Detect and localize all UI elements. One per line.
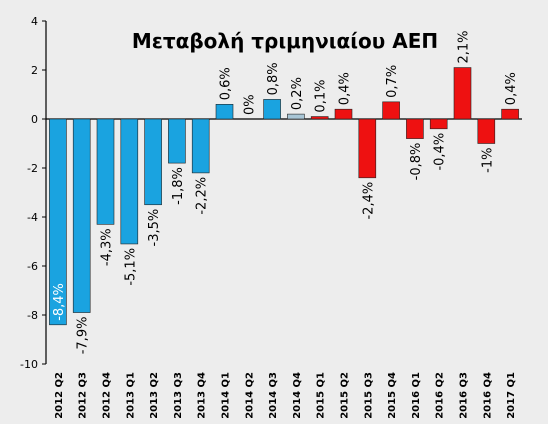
x-tick-label: 2012 Q2 bbox=[54, 372, 65, 419]
data-label: -0,8% bbox=[409, 143, 424, 181]
bar bbox=[49, 118, 67, 326]
y-tick-label: 2 bbox=[31, 64, 38, 77]
data-label: 0,4% bbox=[338, 72, 353, 105]
x-tick-label: 2015 Q4 bbox=[387, 372, 398, 419]
x-tick-label: 2013 Q2 bbox=[149, 372, 160, 419]
x-tick-label: 2016 Q3 bbox=[459, 372, 470, 419]
data-label: 0,7% bbox=[385, 65, 400, 98]
bar bbox=[429, 118, 448, 130]
x-tick-label: 2015 Q1 bbox=[316, 372, 327, 419]
x-tick-label: 2016 Q1 bbox=[411, 372, 422, 419]
data-label: -1% bbox=[480, 148, 495, 173]
data-label: 0,1% bbox=[314, 80, 329, 113]
x-tick-label: 2013 Q1 bbox=[125, 372, 136, 419]
data-label: -0,4% bbox=[433, 133, 448, 171]
bar bbox=[191, 118, 210, 174]
y-tick-label: -2 bbox=[27, 162, 38, 175]
bar bbox=[144, 118, 162, 206]
data-label: -7,9% bbox=[76, 317, 91, 355]
data-label: 0,2% bbox=[290, 77, 305, 110]
x-tick-label: 2014 Q4 bbox=[292, 372, 303, 419]
y-tick-label: 0 bbox=[31, 113, 38, 126]
bar bbox=[334, 108, 353, 120]
bar bbox=[120, 118, 139, 245]
y-tick-label: -10 bbox=[20, 358, 38, 371]
bar bbox=[453, 67, 472, 120]
bar bbox=[382, 101, 400, 120]
data-label: -2,2% bbox=[195, 177, 210, 215]
x-tick-label: 2013 Q4 bbox=[197, 372, 208, 419]
y-tick-label: -8 bbox=[27, 309, 38, 322]
data-label: -5,1% bbox=[123, 248, 138, 286]
data-label: -1,8% bbox=[171, 167, 186, 205]
data-label: -8,4% bbox=[52, 283, 67, 321]
bar bbox=[310, 116, 329, 120]
data-label: -4,3% bbox=[100, 228, 115, 266]
bar bbox=[358, 118, 377, 179]
bar bbox=[168, 118, 186, 164]
y-tick-label: -4 bbox=[27, 211, 38, 224]
x-tick-label: 2014 Q3 bbox=[268, 372, 279, 419]
data-label: -2,4% bbox=[361, 182, 376, 220]
x-tick-label: 2012 Q3 bbox=[78, 372, 89, 419]
x-tick-label: 2013 Q3 bbox=[173, 372, 184, 419]
data-label: 0,6% bbox=[219, 67, 234, 100]
bar bbox=[215, 104, 234, 120]
bar bbox=[263, 99, 281, 120]
x-tick-label: 2016 Q2 bbox=[435, 372, 446, 419]
data-label: 0% bbox=[242, 94, 257, 115]
data-label: 0,4% bbox=[504, 72, 519, 105]
x-tick-label: 2012 Q4 bbox=[102, 372, 113, 419]
x-tick-label: 2014 Q2 bbox=[244, 372, 255, 419]
bar bbox=[287, 113, 305, 120]
chart-title: Μεταβολή τριμηνιαίου ΑΕΠ bbox=[132, 29, 438, 53]
bar bbox=[406, 118, 424, 139]
y-tick-label: -6 bbox=[27, 260, 38, 273]
x-tick-label: 2017 Q1 bbox=[506, 372, 517, 419]
x-tick-label: 2016 Q4 bbox=[482, 372, 493, 419]
data-label: 2,1% bbox=[457, 31, 472, 64]
bar bbox=[96, 118, 115, 225]
data-label: 0,8% bbox=[266, 62, 281, 95]
x-tick-label: 2015 Q2 bbox=[340, 372, 351, 419]
bar bbox=[72, 118, 91, 313]
bar bbox=[477, 118, 496, 144]
bar bbox=[501, 108, 519, 120]
x-tick-label: 2014 Q1 bbox=[221, 372, 232, 419]
x-tick-label: 2015 Q3 bbox=[363, 372, 374, 419]
data-label: -3,5% bbox=[147, 209, 162, 247]
y-tick-label: 4 bbox=[31, 15, 38, 28]
